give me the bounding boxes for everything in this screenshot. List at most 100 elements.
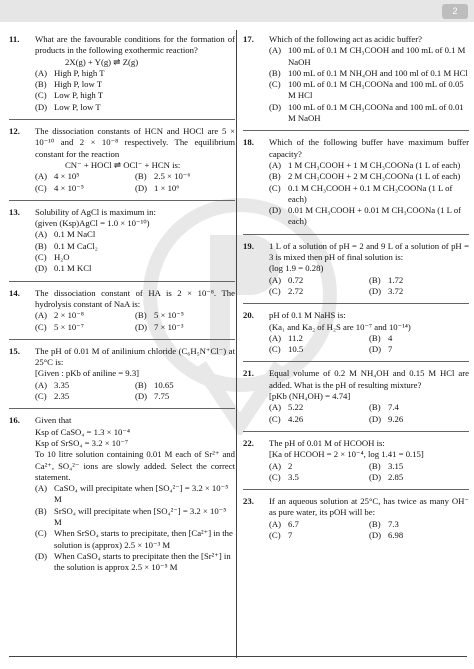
option: (C) Low P, high T (35, 90, 235, 101)
option-label: (A) (35, 171, 48, 182)
question-text: Given that (35, 415, 72, 426)
left-column: 11. What are the favourable conditions fo… (9, 34, 235, 585)
question-number: 12. (9, 126, 20, 137)
options: (A) CaSO₄ will precipitate when [SO₄²⁻] =… (35, 483, 235, 573)
option-label: (B) (35, 505, 47, 516)
options: (A) High P, high T (B) High P, low T (C) Low … (35, 68, 235, 113)
option-label: (C) (35, 321, 47, 332)
question-number: 22. (243, 437, 254, 448)
option-label: (C) (269, 285, 281, 296)
option-text: 4 (388, 332, 393, 343)
option-text: 11.2 (288, 332, 303, 343)
option-text: 10.65 (154, 379, 174, 390)
question-number: 23. (243, 496, 254, 507)
option-text: 100 mL of 0.1 M CH₃COONa and 100 mL of 0… (288, 79, 464, 101)
option-text: Low P, low T (54, 101, 101, 112)
option: (A) CaSO₄ will precipitate when [SO₄²⁻] =… (35, 483, 235, 506)
question: 13. Solubility of AgCl is maximum in: (giv… (9, 207, 235, 282)
option: (A) 2 (269, 461, 369, 472)
option-label: (A) (35, 483, 48, 494)
option: (D) 2.85 (369, 472, 469, 483)
question: 20. pH of 0.1 M NaHS is: (Ka₁ and Ka₂ of H… (243, 310, 469, 363)
option-label: (A) (269, 332, 282, 343)
option-text: 7 × 10⁻³ (154, 321, 184, 332)
option-text: Low P, high T (54, 90, 104, 101)
option-text: H₂O (54, 252, 70, 263)
question-number: 17. (243, 34, 254, 44)
option-label: (B) (369, 518, 381, 529)
option: (D) 7.75 (135, 391, 235, 402)
option-text: 3.35 (54, 379, 70, 390)
option-label: (D) (369, 413, 382, 424)
option-text: 3.5 (288, 471, 299, 482)
question-text: CN⁻ + HOCl ⇌ OCl⁻ + HCN is: (65, 159, 181, 170)
question-number: 14. (9, 287, 20, 298)
bottom-rule (9, 656, 467, 657)
option-text: 0.1 M CH₃COOH + 0.1 M CH₃COONa (1 L of e… (288, 182, 453, 204)
question: 23. If an aqueous solution at 25°C, has t… (243, 496, 469, 547)
option-label: (B) (369, 460, 381, 471)
question-number: 19. (243, 240, 254, 251)
question-text: To 10 litre solution containing 0.01 M e… (35, 449, 235, 482)
option-text: 7.4 (388, 402, 399, 413)
option-label: (B) (35, 240, 47, 251)
option: (C) When SrSO₄ starts to precipitate, the… (35, 528, 235, 551)
options: (A) 11.2 (B) 4 (C) 10.5 (D) 7 (269, 333, 469, 356)
option-label: (B) (369, 402, 381, 413)
options: (A) 0.1 M NaCl (B) 0.1 M CaCl₂ (C) H₂O (D) 0.1 … (35, 229, 235, 274)
option-label: (D) (369, 285, 382, 296)
option-label: (D) (135, 182, 148, 193)
option: (A) 100 mL of 0.1 M CH₃COOH and 100 mL of… (269, 45, 469, 68)
option: (B) 1.72 (369, 275, 469, 286)
option: (B) 10.65 (135, 380, 235, 391)
options: (A) 5.22 (B) 7.4 (C) 4.26 (D) 9.26 (269, 402, 469, 425)
option: (A) 3.35 (35, 380, 135, 391)
option-text: 9.26 (388, 413, 404, 424)
option: (D) 0.1 M KCl (35, 263, 235, 274)
options: (A) 100 mL of 0.1 M CH₃COOH and 100 mL of… (269, 45, 469, 124)
option: (C) 2.72 (269, 286, 369, 297)
header-band: 2 (0, 0, 474, 22)
question-text: [Ka of HCOOH = 2 × 10⁻⁴, log 1.41 = 0.15… (269, 449, 424, 460)
question-text: The pH of 0.01 M of HCOOH is: (269, 437, 385, 448)
option-label: (A) (269, 518, 282, 529)
option-text: 2.85 (388, 471, 404, 482)
option-text: When SrSO₄ starts to precipitate, then [… (54, 528, 233, 550)
option-text: 5 × 10⁻⁵ (154, 310, 184, 321)
option-text: 6.7 (288, 518, 299, 529)
option: (B) 100 mL of 0.1 M NH₄OH and 100 ml of 0… (269, 68, 469, 79)
option: (B) 0.1 M CaCl₂ (35, 241, 235, 252)
question-text: Ksp of CaSO₄ = 1.3 × 10⁻⁴ (35, 426, 131, 437)
option-text: 0.72 (288, 274, 304, 285)
option: (C) 2.35 (35, 391, 135, 402)
option: (C) 4.26 (269, 414, 369, 425)
option-label: (A) (269, 45, 282, 56)
option: (B) High P, low T (35, 79, 235, 90)
option-text: 5 × 10⁻⁷ (54, 321, 84, 332)
option-text: 100 mL of 0.1 M CH₃COOH and 100 mL of 0.… (288, 45, 466, 67)
question-number: 18. (243, 137, 254, 148)
option-label: (D) (369, 344, 382, 355)
option-label: (D) (269, 205, 282, 216)
option-label: (D) (369, 471, 382, 482)
question-text: 2X(g) + Y(g) ⇌ Z(g) (65, 56, 139, 67)
question-text: Which of the following buffer have maxim… (269, 137, 469, 159)
option: (C) 4 × 10⁻⁵ (35, 183, 135, 194)
option-label: (B) (135, 379, 147, 390)
options: (A) 2 × 10⁻⁸ (B) 5 × 10⁻⁵ (C) 5 × 10⁻⁷ (D) 7 × … (35, 310, 235, 333)
option: (B) 4 (369, 333, 469, 344)
option-text: 100 mL of 0.1 M NH₄OH and 100 ml of 0.1 … (288, 67, 468, 78)
option: (A) 0.72 (269, 275, 369, 286)
option: (C) 0.1 M CH₃COOH + 0.1 M CH₃COONa (1 L o… (269, 183, 469, 206)
question: 15. The pH of 0.01 M of anilinium chlorid… (9, 345, 235, 410)
option-text: 0.1 M CaCl₂ (54, 240, 98, 251)
option: (B) 7.3 (369, 519, 469, 530)
option-label: (B) (369, 274, 381, 285)
option-label: (A) (269, 460, 282, 471)
question-text: Which of the following act as acidic buf… (269, 34, 423, 44)
question-text: The pH of 0.01 M of anilinium chloride (… (35, 345, 235, 368)
option-label: (C) (269, 182, 281, 193)
option-text: 1.72 (388, 274, 404, 285)
option-text: 2.35 (54, 391, 70, 402)
